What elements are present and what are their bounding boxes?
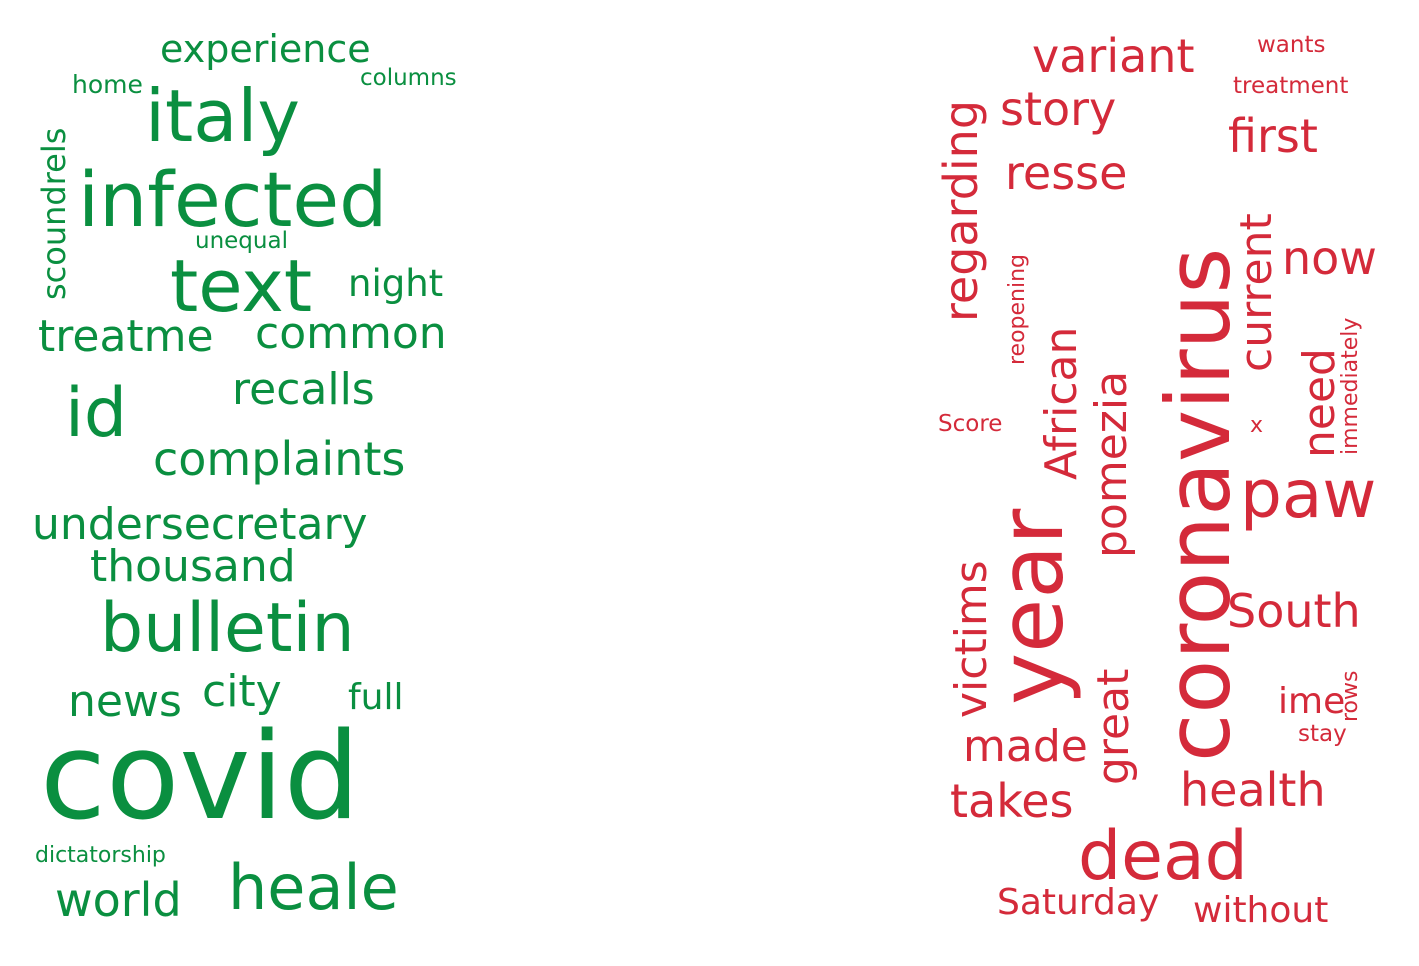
word: undersecretary	[32, 499, 368, 550]
word: treatme	[38, 311, 214, 362]
word: Score	[938, 411, 1003, 437]
word: takes	[950, 774, 1074, 828]
word: dead	[1078, 817, 1248, 896]
word: city	[202, 666, 282, 717]
word: without	[1193, 890, 1329, 931]
word: coronavirus	[1147, 247, 1250, 762]
word: columns	[360, 65, 457, 91]
word: full	[348, 677, 404, 718]
word: Saturday	[997, 882, 1160, 923]
word: night	[348, 262, 444, 305]
word: unequal	[195, 228, 288, 254]
word: stay	[1298, 721, 1347, 747]
word: health	[1180, 763, 1326, 817]
word: infected	[78, 155, 388, 244]
word: victims	[946, 560, 997, 718]
word: story	[1000, 82, 1117, 136]
word: heale	[228, 851, 399, 924]
word: home	[72, 70, 143, 99]
word: treatment	[1233, 73, 1349, 99]
word: recalls	[232, 364, 375, 415]
word: African	[1036, 326, 1087, 480]
word: made	[963, 721, 1088, 772]
word: need	[1294, 348, 1345, 458]
word: resse	[1005, 146, 1128, 200]
word: thousand	[90, 541, 296, 592]
word: world	[55, 873, 182, 927]
word: reopening	[1005, 253, 1030, 365]
word: great	[1088, 668, 1139, 785]
word: South	[1227, 584, 1361, 638]
word: ime	[1278, 681, 1346, 722]
word: text	[170, 244, 313, 328]
word: experience	[160, 27, 371, 71]
word: pomezia	[1086, 370, 1137, 558]
word: year	[980, 508, 1083, 705]
word: regarding	[934, 99, 988, 322]
word: wants	[1257, 32, 1326, 58]
word: current	[1231, 213, 1282, 372]
word: news	[68, 676, 182, 727]
word: id	[65, 374, 128, 453]
word: complaints	[153, 432, 406, 486]
word: bulletin	[100, 589, 355, 668]
word: x	[1250, 413, 1264, 438]
word: variant	[1032, 29, 1195, 83]
word-cloud-right: variant wants regarding treatment story …	[900, 0, 1419, 966]
word: italy	[145, 74, 300, 158]
word: first	[1228, 109, 1318, 163]
word: common	[255, 308, 447, 359]
word: now	[1282, 231, 1377, 285]
word: covid	[40, 708, 360, 847]
word: dictatorship	[35, 843, 166, 868]
word: rows	[1338, 670, 1363, 722]
word-cloud-left: experience columns home italy scoundrels…	[0, 0, 520, 966]
word: scoundrels	[35, 127, 73, 300]
word: paw	[1240, 456, 1377, 533]
